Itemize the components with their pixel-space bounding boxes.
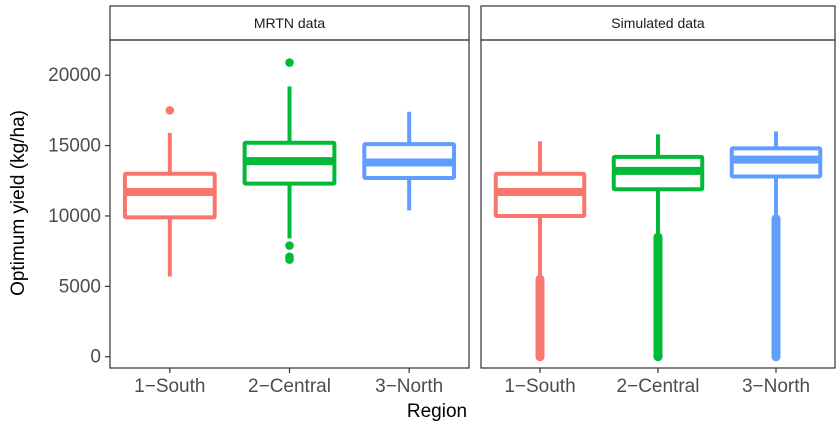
x-tick-label: 2−Central <box>248 376 331 397</box>
y-axis-title: Optimum yield (kg/ha) <box>8 110 29 296</box>
x-tick-label: 2−Central <box>617 376 700 397</box>
y-tick-label: 5000 <box>59 276 101 297</box>
boxplot <box>242 58 337 264</box>
y-tick-label: 15000 <box>48 136 101 157</box>
boxplot <box>729 131 823 362</box>
outlier-point <box>535 352 545 362</box>
outlier-point <box>653 352 663 362</box>
facet-strip <box>109 5 470 41</box>
y-tick-label: 10000 <box>48 206 101 227</box>
outlier-point <box>771 352 781 362</box>
y-tick-label: 0 <box>90 347 101 368</box>
x-tick-label: 1−South <box>134 376 205 397</box>
facet-panel: MRTN data 1−South 2−Central 3−North <box>109 5 470 397</box>
facet-strip-label: MRTN data <box>254 15 326 31</box>
facet-strip-label: Simulated data <box>611 15 705 31</box>
facet-strip <box>480 5 836 41</box>
outlier-point <box>285 58 294 67</box>
outlier-point <box>285 255 294 264</box>
outlier-point <box>165 106 175 115</box>
boxplot <box>611 134 705 362</box>
boxplot <box>362 111 457 211</box>
y-tick-label: 20000 <box>48 65 101 86</box>
outlier-point <box>285 241 294 250</box>
y-axis: 0 5000 10000 15000 20000 <box>48 65 110 368</box>
x-tick-label: 1−South <box>504 376 575 397</box>
x-tick-label: 3−North <box>375 376 443 397</box>
x-tick-label: 3−North <box>742 376 810 397</box>
facet-panel: Simulated data 1−South 2−Central 3−North <box>480 5 836 397</box>
boxplot <box>493 141 587 362</box>
boxplot <box>122 106 217 277</box>
x-axis-title: Region <box>407 401 467 422</box>
